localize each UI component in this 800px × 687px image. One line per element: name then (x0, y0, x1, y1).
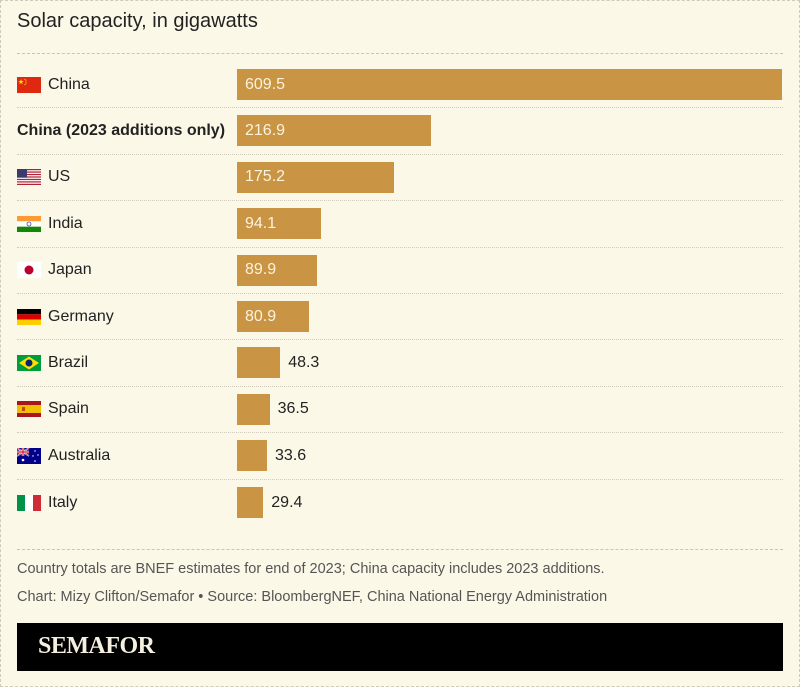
value-label: 609.5 (245, 75, 286, 93)
category-label: Italy (17, 480, 77, 526)
category-label: India (17, 201, 83, 246)
category-text: Brazil (48, 354, 89, 372)
value-label: 33.6 (275, 446, 307, 464)
chart-note: Country totals are BNEF estimates for en… (17, 561, 605, 577)
bar (237, 300, 310, 332)
chart-source: Chart: Mizy Clifton/Semafor • Source: Bl… (17, 589, 608, 605)
us-flag-icon (17, 169, 41, 186)
germany-flag-icon (17, 308, 41, 325)
bar-row: Germany 80.9 (17, 294, 783, 341)
bar-row: China 609.5 (17, 62, 783, 109)
category-text: Germany (48, 307, 114, 325)
chart-title: Solar capacity, in gigawatts (17, 10, 258, 32)
bar (237, 254, 318, 286)
india-flag-icon (17, 215, 41, 232)
category-text: China (48, 75, 90, 93)
bar (237, 440, 268, 472)
category-text: Italy (48, 493, 78, 511)
bar-row: Spain 36.5 (17, 387, 783, 434)
bar (237, 161, 394, 193)
japan-flag-icon (17, 262, 41, 279)
bar (237, 347, 281, 379)
bar-row: Australia 33.6 (16, 433, 783, 480)
category-text: India (48, 214, 83, 232)
australia-flag-icon (16, 447, 41, 464)
china-flag-icon (17, 76, 41, 93)
value-label: 175.2 (245, 168, 286, 186)
bar-row: US 175.2 (17, 155, 783, 202)
value-label: 94.1 (245, 214, 277, 232)
category-label: US (17, 155, 70, 200)
category-text: Spain (48, 400, 89, 418)
divider (17, 53, 783, 54)
bar-row: Brazil 48.3 (17, 340, 783, 387)
category-text: Australia (48, 446, 111, 464)
value-label: 89.9 (245, 261, 277, 279)
bar-rows: China 609.5 China (2023 additions only) 216… (16, 62, 783, 526)
brand-bar: SEMAFOR (17, 623, 783, 671)
value-label: 36.5 (277, 400, 309, 418)
bar-row: India 94.1 (17, 201, 783, 248)
bar-row: China (2023 additions only) 216.9 (17, 108, 783, 155)
bar (237, 208, 322, 240)
value-label: 29.4 (271, 493, 303, 511)
bar (237, 486, 264, 518)
italy-flag-icon (17, 494, 41, 511)
semafor-logo: SEMAFOR (38, 633, 155, 659)
value-label: 80.9 (245, 307, 277, 325)
brazil-flag-icon (17, 355, 41, 372)
category-text: China (2023 additions only) (17, 122, 226, 140)
category-label: China (17, 62, 90, 107)
divider (17, 549, 783, 550)
category-label: Japan (17, 248, 92, 293)
category-label: Spain (17, 387, 89, 432)
bar-row: Italy 29.4 (17, 480, 783, 526)
category-label: Australia (16, 433, 111, 478)
value-label: 48.3 (288, 354, 320, 372)
category-label: Brazil (17, 340, 88, 385)
bar-row: Japan 89.9 (17, 248, 783, 294)
category-text: US (48, 168, 71, 186)
bar (237, 69, 782, 100)
value-label: 216.9 (245, 122, 286, 140)
spain-flag-icon (17, 401, 41, 418)
bar (237, 393, 270, 425)
bar (237, 115, 431, 147)
category-label: China (2023 additions only) (17, 108, 225, 153)
category-text: Japan (48, 261, 92, 279)
category-label: Germany (17, 294, 114, 339)
